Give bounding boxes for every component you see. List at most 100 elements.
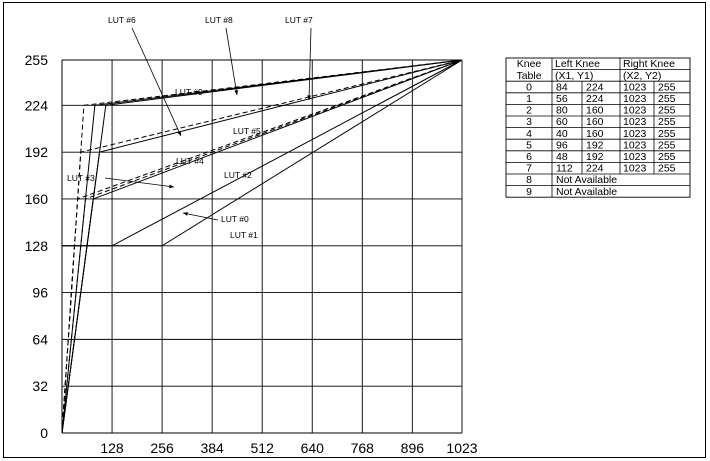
leader-arrowhead	[177, 131, 181, 136]
table-cell: 1023	[623, 163, 647, 175]
table-cell: 224	[586, 93, 604, 105]
annotation-label: LUT #1	[230, 230, 258, 240]
table-cell: 1023	[623, 139, 647, 151]
x-tick-label: 256	[150, 440, 174, 456]
series-line-lut-3	[61, 59, 463, 434]
table-cell: 1023	[623, 93, 647, 105]
table-cell: 255	[658, 128, 676, 140]
table-cell: 192	[586, 139, 604, 151]
table-cell: 80	[556, 105, 568, 117]
x-tick-label: 128	[100, 440, 124, 456]
figure-frame	[3, 2, 706, 458]
x-tick-label: 896	[401, 440, 425, 456]
x-tick-label: 384	[200, 440, 224, 456]
axes	[61, 60, 462, 434]
series-line-lut-1	[61, 59, 463, 434]
x-tick-label: 1023	[446, 440, 477, 456]
leader-arrowhead	[234, 90, 239, 95]
tick-labels: 128 256 384 512 640 768 896 1023 0 32 64 96 128 160 19…	[25, 52, 478, 456]
table-cell: 0	[526, 81, 532, 93]
y-tick-label: 160	[25, 191, 49, 207]
table-cell: 96	[556, 139, 568, 151]
table-cell: 1023	[623, 81, 647, 93]
table-cell: 40	[556, 128, 568, 140]
table-cell: 255	[658, 105, 676, 117]
table-cell: 9	[526, 186, 532, 198]
table-cell: 255	[658, 116, 676, 128]
series-line-lut-7	[61, 59, 463, 434]
series-line-lut-6	[61, 59, 463, 434]
x-tick-label: 512	[251, 440, 275, 456]
table-cell: 160	[586, 105, 604, 117]
leader-line	[308, 27, 312, 101]
annotation-label: LUT #6	[108, 15, 136, 25]
table-cell: 5	[526, 139, 532, 151]
annotations: LUT #6 LUT #8 LUT #7 LUT #9 LUT #5 LUT #4 LUT …	[67, 15, 313, 240]
leader-line	[225, 27, 238, 96]
table-cell: 255	[658, 151, 676, 163]
table-cell: Not Available	[556, 174, 617, 186]
table-cell: 2	[526, 105, 532, 117]
grid-lines	[62, 59, 463, 434]
table-header-cell: (X1, Y1)	[555, 70, 593, 82]
annotation-label: LUT #9	[175, 87, 203, 97]
annotation-label: LUT #7	[285, 15, 313, 25]
table-cell: 160	[586, 128, 604, 140]
y-tick-label: 255	[25, 52, 49, 68]
table-cell: 1023	[623, 151, 647, 163]
table-cell: 1023	[623, 105, 647, 117]
annotation-label: LUT #3	[67, 173, 95, 183]
leader-arrowhead	[183, 211, 188, 216]
leader-line	[131, 27, 182, 137]
table-cell: 1	[526, 93, 532, 105]
table-cell: 4	[526, 128, 532, 140]
table-cell: 160	[586, 116, 604, 128]
knee-table: Knee Left Knee Right Knee Table (X1, Y1) (X2,…	[505, 57, 691, 198]
table-cell: 6	[526, 151, 532, 163]
y-tick-label: 192	[25, 144, 49, 160]
table-cell: 255	[658, 93, 676, 105]
table-cell: 112	[556, 163, 573, 175]
y-tick-label: 0	[40, 425, 48, 441]
leader-arrowhead	[169, 184, 174, 189]
series-lines	[61, 59, 463, 434]
leader-arrowhead	[307, 95, 312, 100]
table-header-cell: Left Knee	[555, 58, 600, 70]
table-cell: 60	[556, 116, 568, 128]
table-cell: 84	[556, 81, 568, 93]
series-line-lut-9	[62, 59, 463, 247]
table-cell: 224	[586, 81, 604, 93]
y-tick-label: 32	[32, 378, 48, 394]
y-tick-label: 96	[32, 285, 48, 301]
y-tick-label: 128	[25, 238, 49, 254]
annotation-label: LUT #2	[224, 170, 252, 180]
table-cell: 255	[658, 163, 676, 175]
x-tick-label: 768	[351, 440, 375, 456]
table-cell: 224	[586, 163, 604, 175]
table-header-cell: Table	[516, 70, 541, 82]
table-cell: 1023	[623, 116, 647, 128]
table-cell: Not Available	[556, 186, 617, 198]
table-cell: 48	[556, 151, 568, 163]
table-cell: 192	[586, 151, 604, 163]
leader-line	[104, 177, 175, 188]
table-cell: 255	[658, 81, 676, 93]
table-header-cell: Knee	[517, 58, 542, 70]
table-cell: 56	[556, 93, 568, 105]
leader-line	[182, 212, 219, 221]
table-header-cell: Right Knee	[623, 58, 675, 70]
x-tick-label: 640	[301, 440, 325, 456]
y-tick-label: 64	[32, 331, 48, 347]
annotation-label: LUT #8	[205, 15, 233, 25]
table-cell: 255	[658, 139, 676, 151]
table-cell: 3	[526, 116, 532, 128]
annotation-label: LUT #4	[176, 156, 204, 166]
table-cell: 7	[526, 163, 532, 175]
table-header-cell: (X2, Y2)	[623, 70, 661, 82]
table-cell: 1023	[623, 128, 647, 140]
table-cell: 8	[526, 174, 532, 186]
y-tick-label: 224	[25, 97, 49, 113]
annotation-label: LUT #5	[233, 126, 261, 136]
annotation-label: LUT #0	[221, 214, 249, 224]
